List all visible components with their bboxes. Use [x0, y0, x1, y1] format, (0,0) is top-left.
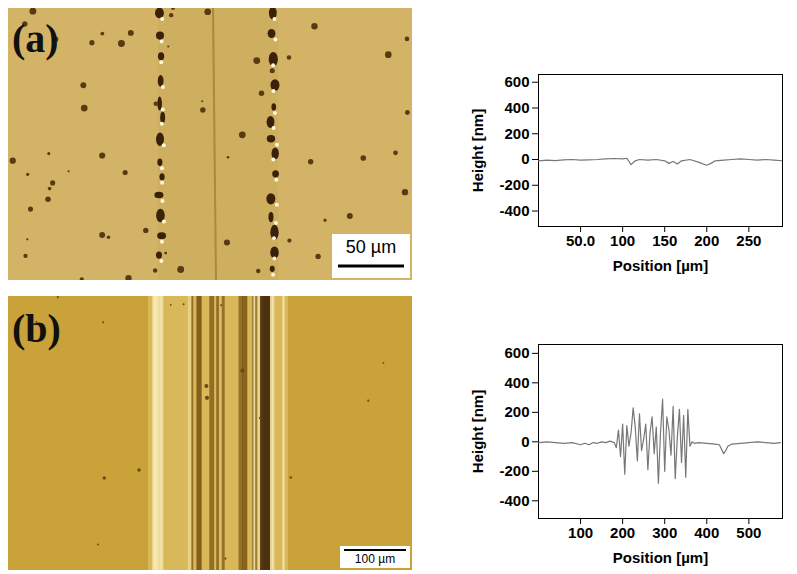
svg-text:200: 200 — [504, 125, 529, 142]
svg-text:200: 200 — [694, 232, 719, 249]
svg-text:400: 400 — [504, 374, 529, 391]
svg-text:600: 600 — [504, 73, 529, 90]
svg-text:250: 250 — [736, 232, 761, 249]
svg-text:100 µm: 100 µm — [355, 552, 395, 566]
svg-text:100: 100 — [568, 524, 593, 541]
svg-text:100: 100 — [610, 232, 635, 249]
svg-text:Position [µm]: Position [µm] — [613, 549, 708, 566]
svg-text:400: 400 — [504, 99, 529, 116]
svg-text:Position [µm]: Position [µm] — [613, 257, 708, 274]
svg-text:400: 400 — [694, 524, 719, 541]
svg-text:200: 200 — [610, 524, 635, 541]
svg-text:500: 500 — [736, 524, 761, 541]
svg-text:Height [nm]: Height [nm] — [469, 390, 486, 473]
svg-text:300: 300 — [652, 524, 677, 541]
svg-text:(b): (b) — [12, 306, 61, 351]
svg-text:50 µm: 50 µm — [346, 237, 396, 257]
svg-text:-400: -400 — [499, 202, 529, 219]
svg-text:50.0: 50.0 — [566, 232, 595, 249]
svg-text:(a): (a) — [12, 16, 59, 61]
svg-text:200: 200 — [504, 403, 529, 420]
svg-text:-400: -400 — [499, 492, 529, 509]
svg-text:-200: -200 — [499, 176, 529, 193]
svg-text:150: 150 — [652, 232, 677, 249]
svg-text:-200: -200 — [499, 462, 529, 479]
svg-text:Height [nm]: Height [nm] — [469, 109, 486, 192]
svg-text:0: 0 — [521, 433, 529, 450]
svg-text:600: 600 — [504, 344, 529, 361]
svg-text:0: 0 — [521, 150, 529, 167]
